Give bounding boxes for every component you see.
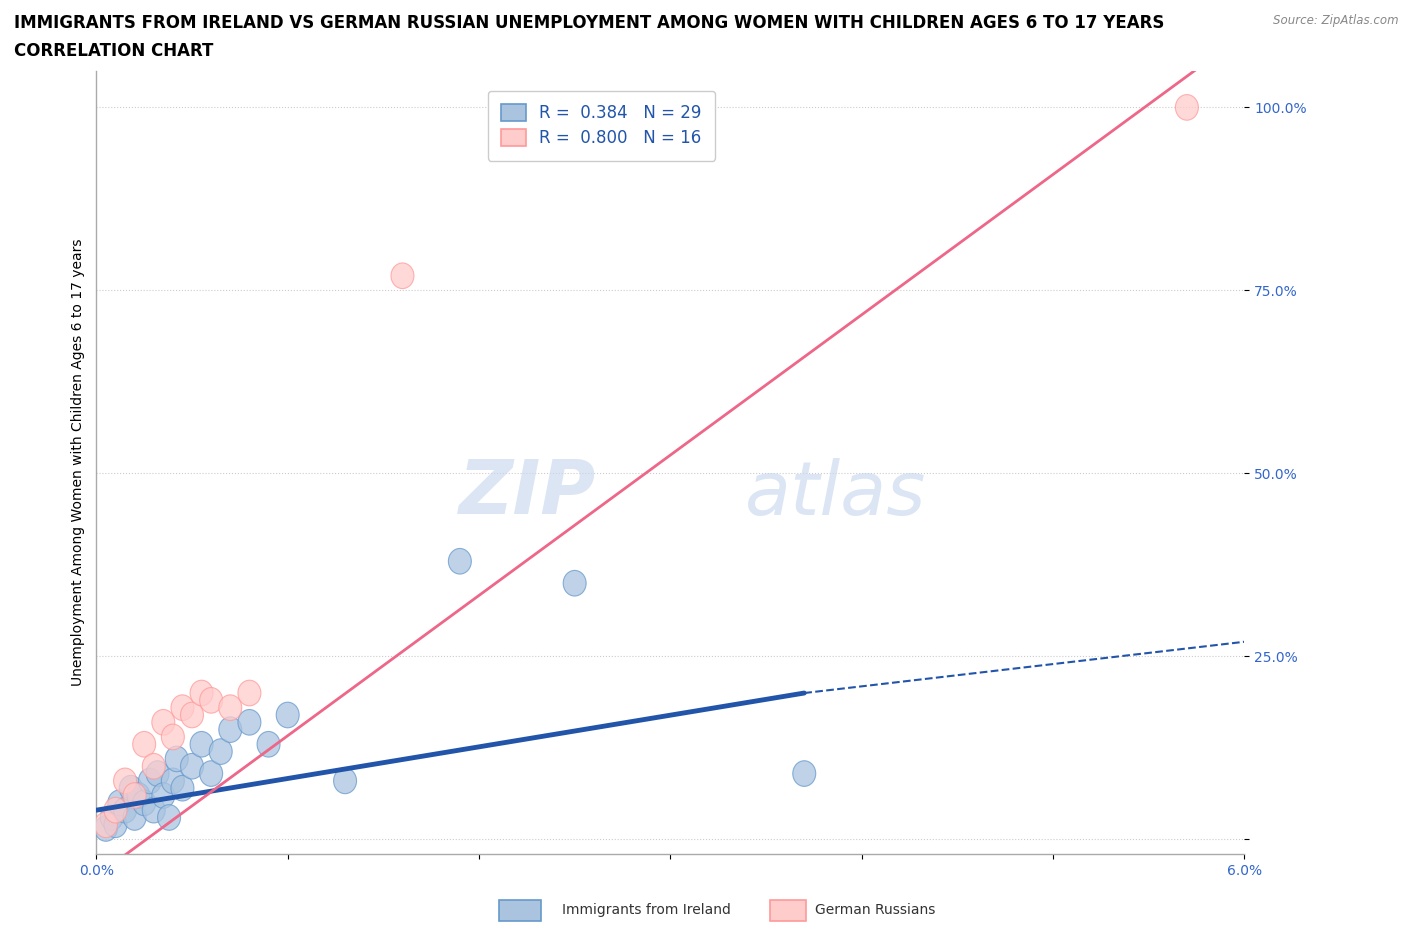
- Text: IMMIGRANTS FROM IRELAND VS GERMAN RUSSIAN UNEMPLOYMENT AMONG WOMEN WITH CHILDREN: IMMIGRANTS FROM IRELAND VS GERMAN RUSSIA…: [14, 14, 1164, 32]
- Ellipse shape: [120, 776, 142, 801]
- Ellipse shape: [172, 776, 194, 801]
- Ellipse shape: [127, 783, 150, 808]
- Ellipse shape: [152, 783, 174, 808]
- Ellipse shape: [209, 738, 232, 764]
- Ellipse shape: [180, 702, 204, 728]
- Ellipse shape: [219, 695, 242, 721]
- Ellipse shape: [162, 768, 184, 793]
- Ellipse shape: [114, 797, 136, 823]
- Ellipse shape: [1175, 95, 1198, 120]
- Ellipse shape: [190, 680, 214, 706]
- Ellipse shape: [94, 816, 117, 842]
- Text: Source: ZipAtlas.com: Source: ZipAtlas.com: [1274, 14, 1399, 27]
- Y-axis label: Unemployment Among Women with Children Ages 6 to 17 years: Unemployment Among Women with Children A…: [72, 239, 86, 686]
- Ellipse shape: [157, 804, 180, 830]
- Ellipse shape: [449, 549, 471, 574]
- Ellipse shape: [104, 797, 127, 823]
- Ellipse shape: [793, 761, 815, 787]
- Ellipse shape: [132, 790, 156, 816]
- Ellipse shape: [238, 680, 262, 706]
- Ellipse shape: [172, 695, 194, 721]
- Ellipse shape: [152, 710, 174, 735]
- Text: ZIP: ZIP: [458, 458, 596, 530]
- Ellipse shape: [142, 797, 166, 823]
- Ellipse shape: [108, 790, 131, 816]
- Ellipse shape: [333, 768, 357, 793]
- Ellipse shape: [238, 710, 262, 735]
- Ellipse shape: [200, 761, 222, 787]
- Ellipse shape: [200, 687, 222, 713]
- Text: Immigrants from Ireland: Immigrants from Ireland: [562, 902, 731, 917]
- Ellipse shape: [180, 753, 204, 779]
- Ellipse shape: [162, 724, 184, 750]
- Ellipse shape: [257, 732, 280, 757]
- Ellipse shape: [276, 702, 299, 728]
- Text: atlas: atlas: [745, 458, 927, 530]
- Ellipse shape: [142, 753, 166, 779]
- Ellipse shape: [100, 804, 124, 830]
- Ellipse shape: [114, 768, 136, 793]
- Ellipse shape: [146, 761, 169, 787]
- Ellipse shape: [190, 732, 214, 757]
- Ellipse shape: [166, 746, 188, 772]
- Ellipse shape: [219, 717, 242, 742]
- Ellipse shape: [104, 812, 127, 838]
- Ellipse shape: [124, 804, 146, 830]
- Ellipse shape: [138, 768, 162, 793]
- Ellipse shape: [132, 732, 156, 757]
- Ellipse shape: [564, 570, 586, 596]
- Text: German Russians: German Russians: [815, 902, 936, 917]
- Legend: R =  0.384   N = 29, R =  0.800   N = 16: R = 0.384 N = 29, R = 0.800 N = 16: [488, 91, 716, 161]
- Text: CORRELATION CHART: CORRELATION CHART: [14, 42, 214, 60]
- Ellipse shape: [94, 812, 117, 838]
- Ellipse shape: [391, 263, 413, 288]
- Ellipse shape: [124, 783, 146, 808]
